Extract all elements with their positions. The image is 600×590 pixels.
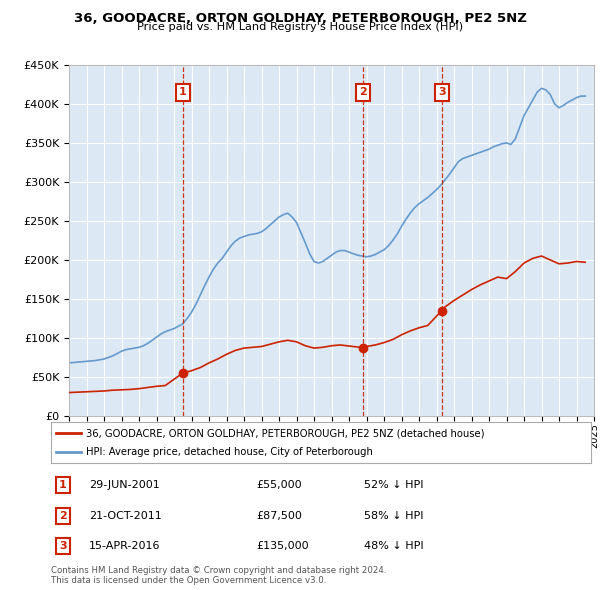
Text: Price paid vs. HM Land Registry's House Price Index (HPI): Price paid vs. HM Land Registry's House … (137, 22, 463, 32)
Text: 48% ↓ HPI: 48% ↓ HPI (364, 541, 424, 551)
Text: 3: 3 (59, 541, 67, 551)
Text: 3: 3 (438, 87, 446, 97)
Text: 36, GOODACRE, ORTON GOLDHAY, PETERBOROUGH, PE2 5NZ (detached house): 36, GOODACRE, ORTON GOLDHAY, PETERBOROUG… (86, 428, 485, 438)
Text: HPI: Average price, detached house, City of Peterborough: HPI: Average price, detached house, City… (86, 447, 373, 457)
Text: 21-OCT-2011: 21-OCT-2011 (89, 511, 161, 520)
Text: 29-JUN-2001: 29-JUN-2001 (89, 480, 160, 490)
Text: 58% ↓ HPI: 58% ↓ HPI (364, 511, 424, 520)
Text: £55,000: £55,000 (256, 480, 302, 490)
Text: 2: 2 (59, 511, 67, 520)
Text: This data is licensed under the Open Government Licence v3.0.: This data is licensed under the Open Gov… (51, 576, 326, 585)
Text: £87,500: £87,500 (256, 511, 302, 520)
Text: 52% ↓ HPI: 52% ↓ HPI (364, 480, 424, 490)
Text: Contains HM Land Registry data © Crown copyright and database right 2024.: Contains HM Land Registry data © Crown c… (51, 566, 386, 575)
Text: 36, GOODACRE, ORTON GOLDHAY, PETERBOROUGH, PE2 5NZ: 36, GOODACRE, ORTON GOLDHAY, PETERBOROUG… (74, 12, 526, 25)
Text: £135,000: £135,000 (256, 541, 309, 551)
Text: 1: 1 (179, 87, 187, 97)
Text: 1: 1 (59, 480, 67, 490)
Text: 15-APR-2016: 15-APR-2016 (89, 541, 160, 551)
Text: 2: 2 (359, 87, 367, 97)
